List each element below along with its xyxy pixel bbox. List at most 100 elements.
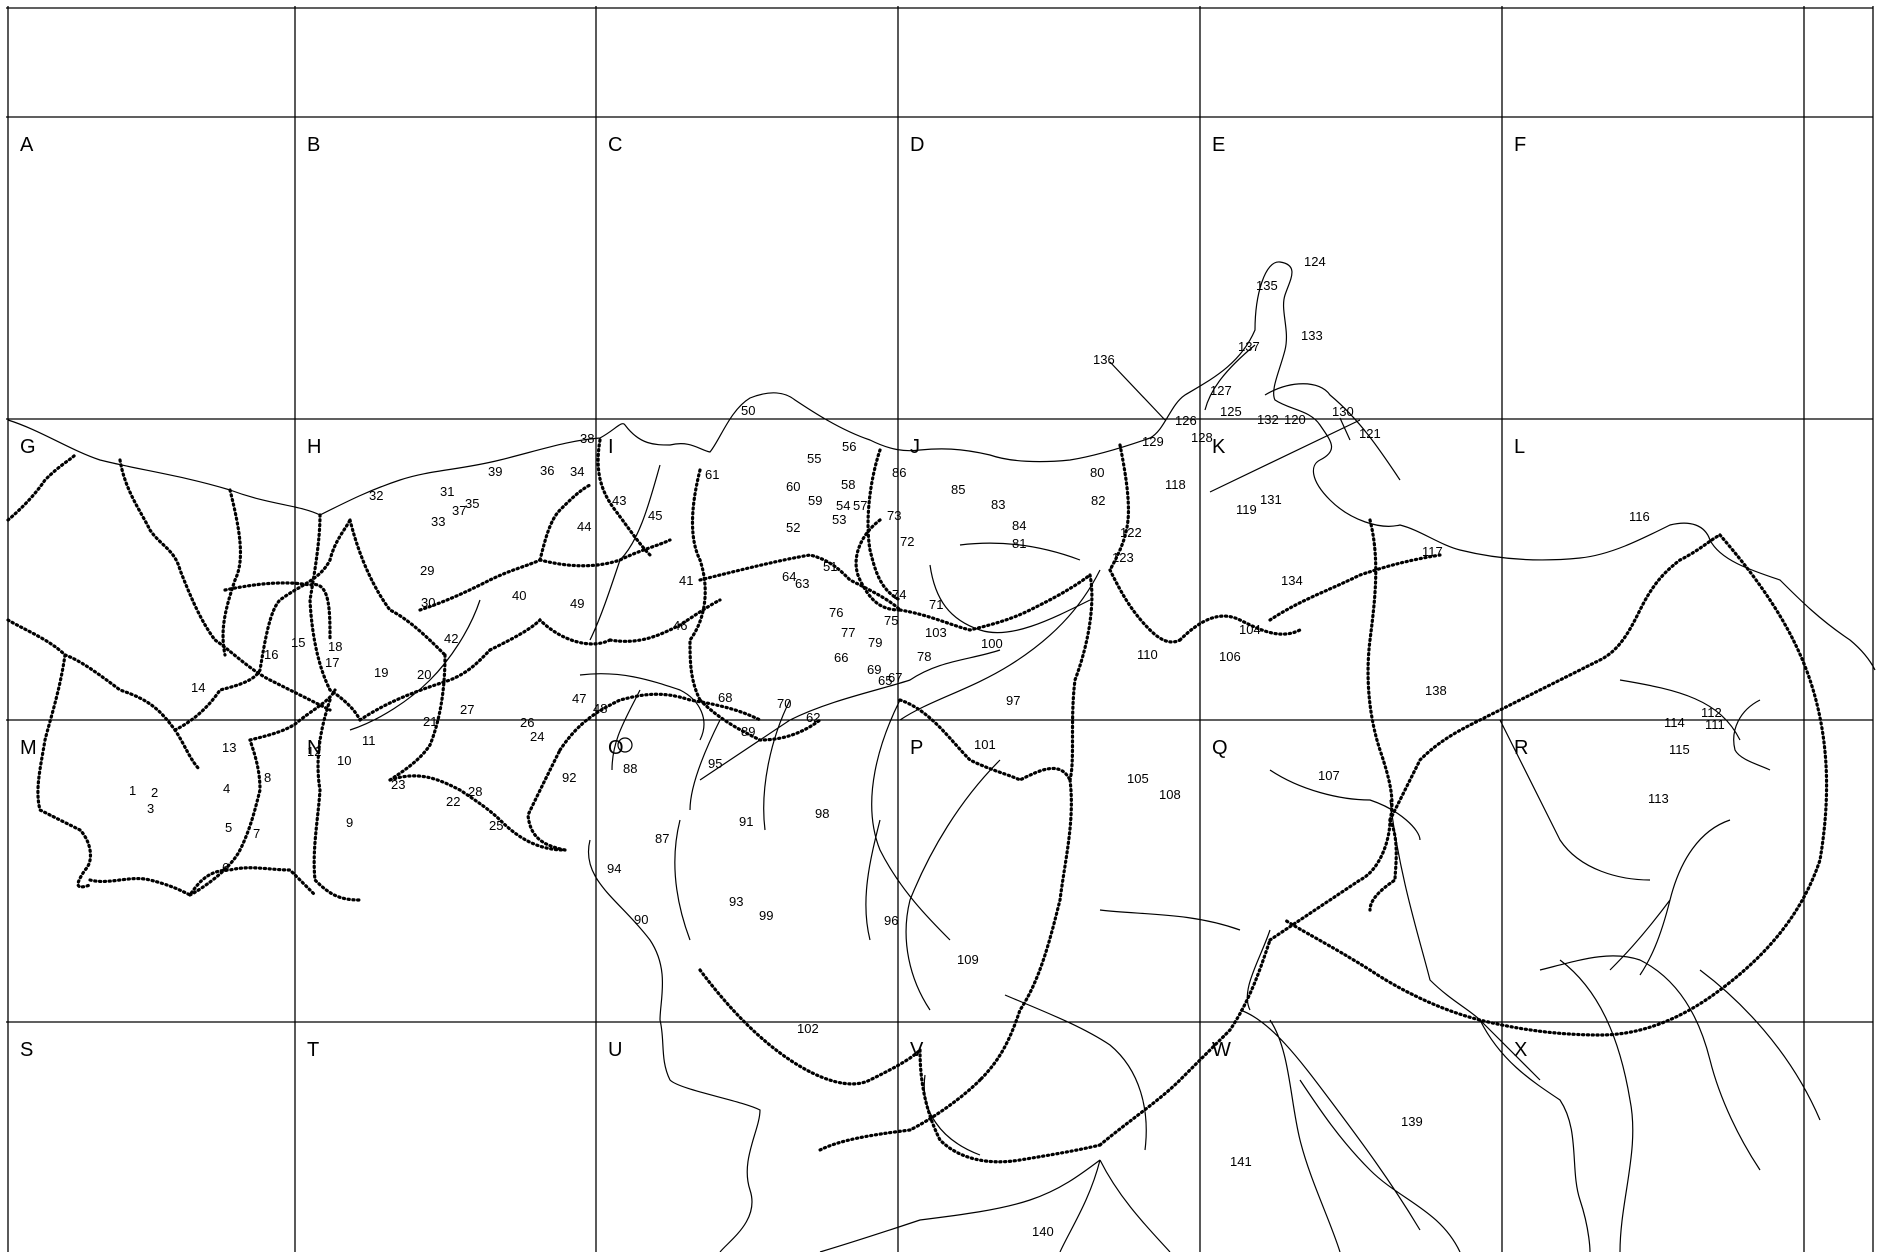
area-number-label: 31 xyxy=(440,484,454,499)
area-number-label: 127 xyxy=(1210,383,1232,398)
area-number-label: 44 xyxy=(577,519,591,534)
area-number-label: 65 xyxy=(878,673,892,688)
area-number-label: 26 xyxy=(520,715,534,730)
grid-cell-label: K xyxy=(1212,436,1226,458)
area-number-label: 43 xyxy=(612,493,626,508)
area-number-label: 62 xyxy=(806,710,820,725)
area-number-label: 52 xyxy=(786,520,800,535)
area-number-label: 117 xyxy=(1422,544,1443,559)
area-number-label: 79 xyxy=(868,635,882,650)
area-number-label: 10 xyxy=(337,753,351,768)
grid-cell-label: V xyxy=(910,1039,924,1061)
area-number-label: 32 xyxy=(369,488,383,503)
area-number-label: 61 xyxy=(705,467,719,482)
area-number-label: 139 xyxy=(1401,1114,1423,1129)
area-number-label: 95 xyxy=(708,756,722,771)
area-number-label: 36 xyxy=(540,463,554,478)
area-number-label: 24 xyxy=(530,729,544,744)
area-number-label: 97 xyxy=(1006,693,1020,708)
area-number-label: 7 xyxy=(253,826,260,841)
area-number-label: 72 xyxy=(900,534,914,549)
area-number-label: 5 xyxy=(225,820,232,835)
area-number-label: 37 xyxy=(452,503,466,518)
area-number-label: 57 xyxy=(853,498,867,513)
grid-cell-label: P xyxy=(910,737,923,759)
area-number-label: 71 xyxy=(929,597,943,612)
area-number-label: 70 xyxy=(777,696,791,711)
area-number-label: 51 xyxy=(823,559,837,574)
area-number-label: 124 xyxy=(1304,254,1326,269)
area-number-label: 113 xyxy=(1648,791,1669,806)
area-number-label: 94 xyxy=(607,861,621,876)
area-number-label: 115 xyxy=(1669,742,1690,757)
grid-cell-label: X xyxy=(1514,1039,1527,1061)
area-number-label: 130 xyxy=(1332,404,1354,419)
area-number-label: 8 xyxy=(264,770,271,785)
area-number-label: 60 xyxy=(786,479,800,494)
area-number-label: 4 xyxy=(223,781,230,796)
area-number-label: 35 xyxy=(465,496,479,511)
area-number-label: 16 xyxy=(264,647,278,662)
circle-marker xyxy=(617,737,633,753)
area-number-label: 114 xyxy=(1664,715,1685,730)
area-number-label: 107 xyxy=(1318,768,1340,783)
grid-cell-label: O xyxy=(608,737,624,759)
area-number-label: 132 xyxy=(1257,412,1279,427)
area-number-label: 34 xyxy=(570,464,584,479)
area-number-label: 68 xyxy=(718,690,732,705)
grid-cell-label: L xyxy=(1514,436,1525,458)
area-number-label: 42 xyxy=(444,631,458,646)
area-number-label: 141 xyxy=(1230,1154,1252,1169)
area-number-label: 92 xyxy=(562,770,576,785)
area-number-label: 106 xyxy=(1219,649,1241,664)
area-number-label: 120 xyxy=(1284,412,1306,427)
grid-cell-label: T xyxy=(307,1039,319,1061)
area-number-label: 18 xyxy=(328,639,342,654)
area-number-label: 123 xyxy=(1112,550,1134,565)
grid-cell-label: J xyxy=(910,436,920,458)
area-number-label: 101 xyxy=(974,737,996,752)
area-number-label: 126 xyxy=(1175,413,1197,428)
area-number-label: 56 xyxy=(842,439,856,454)
area-number-label: 125 xyxy=(1220,404,1242,419)
grid-cell-label: S xyxy=(20,1039,33,1061)
area-number-label: 30 xyxy=(421,595,435,610)
area-number-label: 66 xyxy=(834,650,848,665)
area-number-label: 54 xyxy=(836,498,850,513)
grid-cell-label: U xyxy=(608,1039,622,1061)
area-number-label: 53 xyxy=(832,512,846,527)
area-number-label: 20 xyxy=(417,667,431,682)
grid-cell-label: I xyxy=(608,436,614,458)
area-number-label: 89 xyxy=(741,724,755,739)
area-number-label: 131 xyxy=(1260,492,1282,507)
area-number-label: 137 xyxy=(1238,339,1260,354)
area-number-label: 134 xyxy=(1281,573,1303,588)
grid-cell-label: E xyxy=(1212,134,1225,156)
area-number-label: 12 xyxy=(307,744,321,759)
area-number-label: 38 xyxy=(580,431,594,446)
grid-cell-label: N xyxy=(307,737,321,759)
area-number-label: 13 xyxy=(222,740,236,755)
grid-cell-label: M xyxy=(20,737,37,759)
area-number-label: 17 xyxy=(325,655,339,670)
area-number-label: 121 xyxy=(1359,426,1381,441)
area-number-label: 136 xyxy=(1093,352,1115,367)
area-number-label: 81 xyxy=(1012,536,1026,551)
area-number-label: 9 xyxy=(346,815,353,830)
area-number-label: 93 xyxy=(729,894,743,909)
area-number-label: 85 xyxy=(951,482,965,497)
area-number-label: 91 xyxy=(739,814,753,829)
area-number-label: 67 xyxy=(888,670,902,685)
grid-cell-label: C xyxy=(608,134,622,156)
area-number-label: 122 xyxy=(1120,525,1142,540)
area-number-label: 48 xyxy=(593,701,607,716)
area-number-label: 3 xyxy=(147,801,154,816)
area-number-label: 102 xyxy=(797,1021,819,1036)
area-number-label: 105 xyxy=(1127,771,1149,786)
area-number-label: 39 xyxy=(488,464,502,479)
area-number-label: 86 xyxy=(892,465,906,480)
area-number-label: 112 xyxy=(1701,705,1722,720)
map-lines xyxy=(7,261,1876,1252)
area-number-label: 104 xyxy=(1239,622,1261,637)
